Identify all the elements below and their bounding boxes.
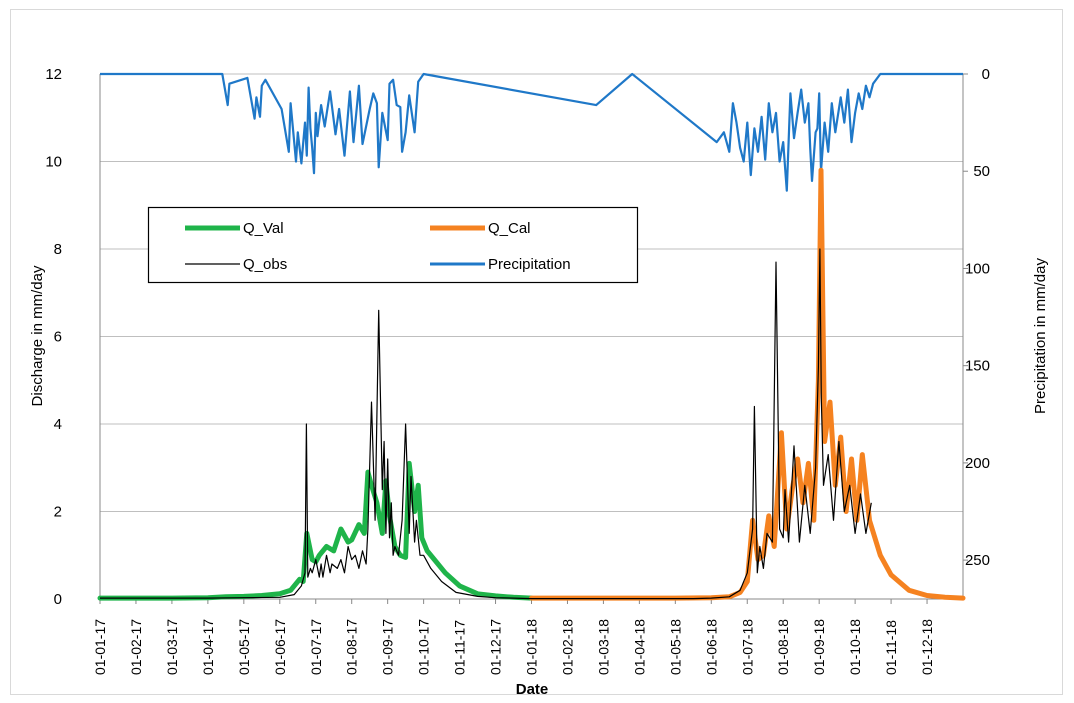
- y-left-tick-label: 0: [54, 591, 62, 608]
- legend-label-q-val: Q_Val: [243, 220, 284, 237]
- x-tick-label: 01-04-17: [200, 619, 216, 675]
- x-tick-label: 01-03-18: [595, 619, 611, 675]
- y-right-tick-label: 100: [965, 260, 990, 277]
- y-left-tick-label: 10: [45, 154, 62, 171]
- axes: 0 2 4 6 8 10 12 0 50 100 150 200 250 01-01-17 01-02-17…: [45, 66, 990, 675]
- x-tick-label: 01-06-17: [272, 619, 288, 675]
- x-tick-label: 01-05-17: [236, 619, 252, 675]
- x-tick-label: 01-12-17: [488, 619, 504, 675]
- y-left-tick-label: 8: [54, 241, 62, 258]
- x-axis-title: Date: [516, 681, 549, 698]
- x-tick-label: 01-05-18: [667, 619, 683, 675]
- y-right-tick-label: 150: [965, 358, 990, 375]
- x-tick-label: 01-11-17: [452, 620, 468, 675]
- legend: Q_Val Q_Cal Q_obs Precipitation: [147, 206, 639, 284]
- x-tick-label: 01-09-18: [811, 619, 827, 675]
- x-tick-label: 01-07-17: [308, 619, 324, 675]
- x-tick-label: 01-12-18: [919, 619, 935, 675]
- y-right-tick-label: 0: [982, 66, 990, 83]
- left-axis-title: Discharge in mm/day: [29, 265, 46, 406]
- y-left-tick-label: 12: [45, 66, 62, 83]
- x-tick-label: 01-04-18: [631, 619, 647, 675]
- legend-label-q-obs: Q_obs: [243, 256, 287, 273]
- x-tick-label: 01-02-18: [559, 619, 575, 675]
- y-right-tick-label: 50: [973, 163, 990, 180]
- y-left-tick-label: 4: [54, 416, 62, 433]
- y-right-tick-label: 250: [965, 552, 990, 569]
- y-left-tick-label: 2: [54, 504, 62, 521]
- x-tick-label: 01-02-17: [128, 619, 144, 675]
- series-q-obs: [100, 248, 872, 600]
- x-tick-label: 01-01-17: [92, 619, 108, 675]
- x-tick-label: 01-06-18: [703, 619, 719, 675]
- x-tick-label: 01-08-17: [344, 619, 360, 675]
- y-right-tick-label: 200: [965, 455, 990, 472]
- legend-label-precipitation: Precipitation: [488, 256, 571, 273]
- legend-label-q-cal: Q_Cal: [488, 220, 531, 237]
- series-q-val: [97, 460, 534, 601]
- series-precipitation: [100, 72, 963, 192]
- x-tick-label: 01-09-17: [380, 619, 396, 675]
- legend-box: [147, 206, 639, 284]
- x-tick-label: 01-03-17: [164, 619, 180, 675]
- chart-area-border: [10, 9, 1063, 695]
- y-left-tick-label: 6: [54, 329, 62, 346]
- x-tick-label: 01-01-18: [524, 619, 540, 675]
- series-layer: [97, 72, 966, 601]
- x-tick-label: 01-10-18: [847, 619, 863, 675]
- x-tick-label: 01-10-17: [416, 619, 432, 675]
- x-tick-label: 01-07-18: [739, 619, 755, 675]
- right-axis-title: Precipitation in mm/day: [1032, 258, 1049, 414]
- x-tick-label: 01-11-18: [883, 620, 899, 675]
- x-tick-label: 01-08-18: [775, 619, 791, 675]
